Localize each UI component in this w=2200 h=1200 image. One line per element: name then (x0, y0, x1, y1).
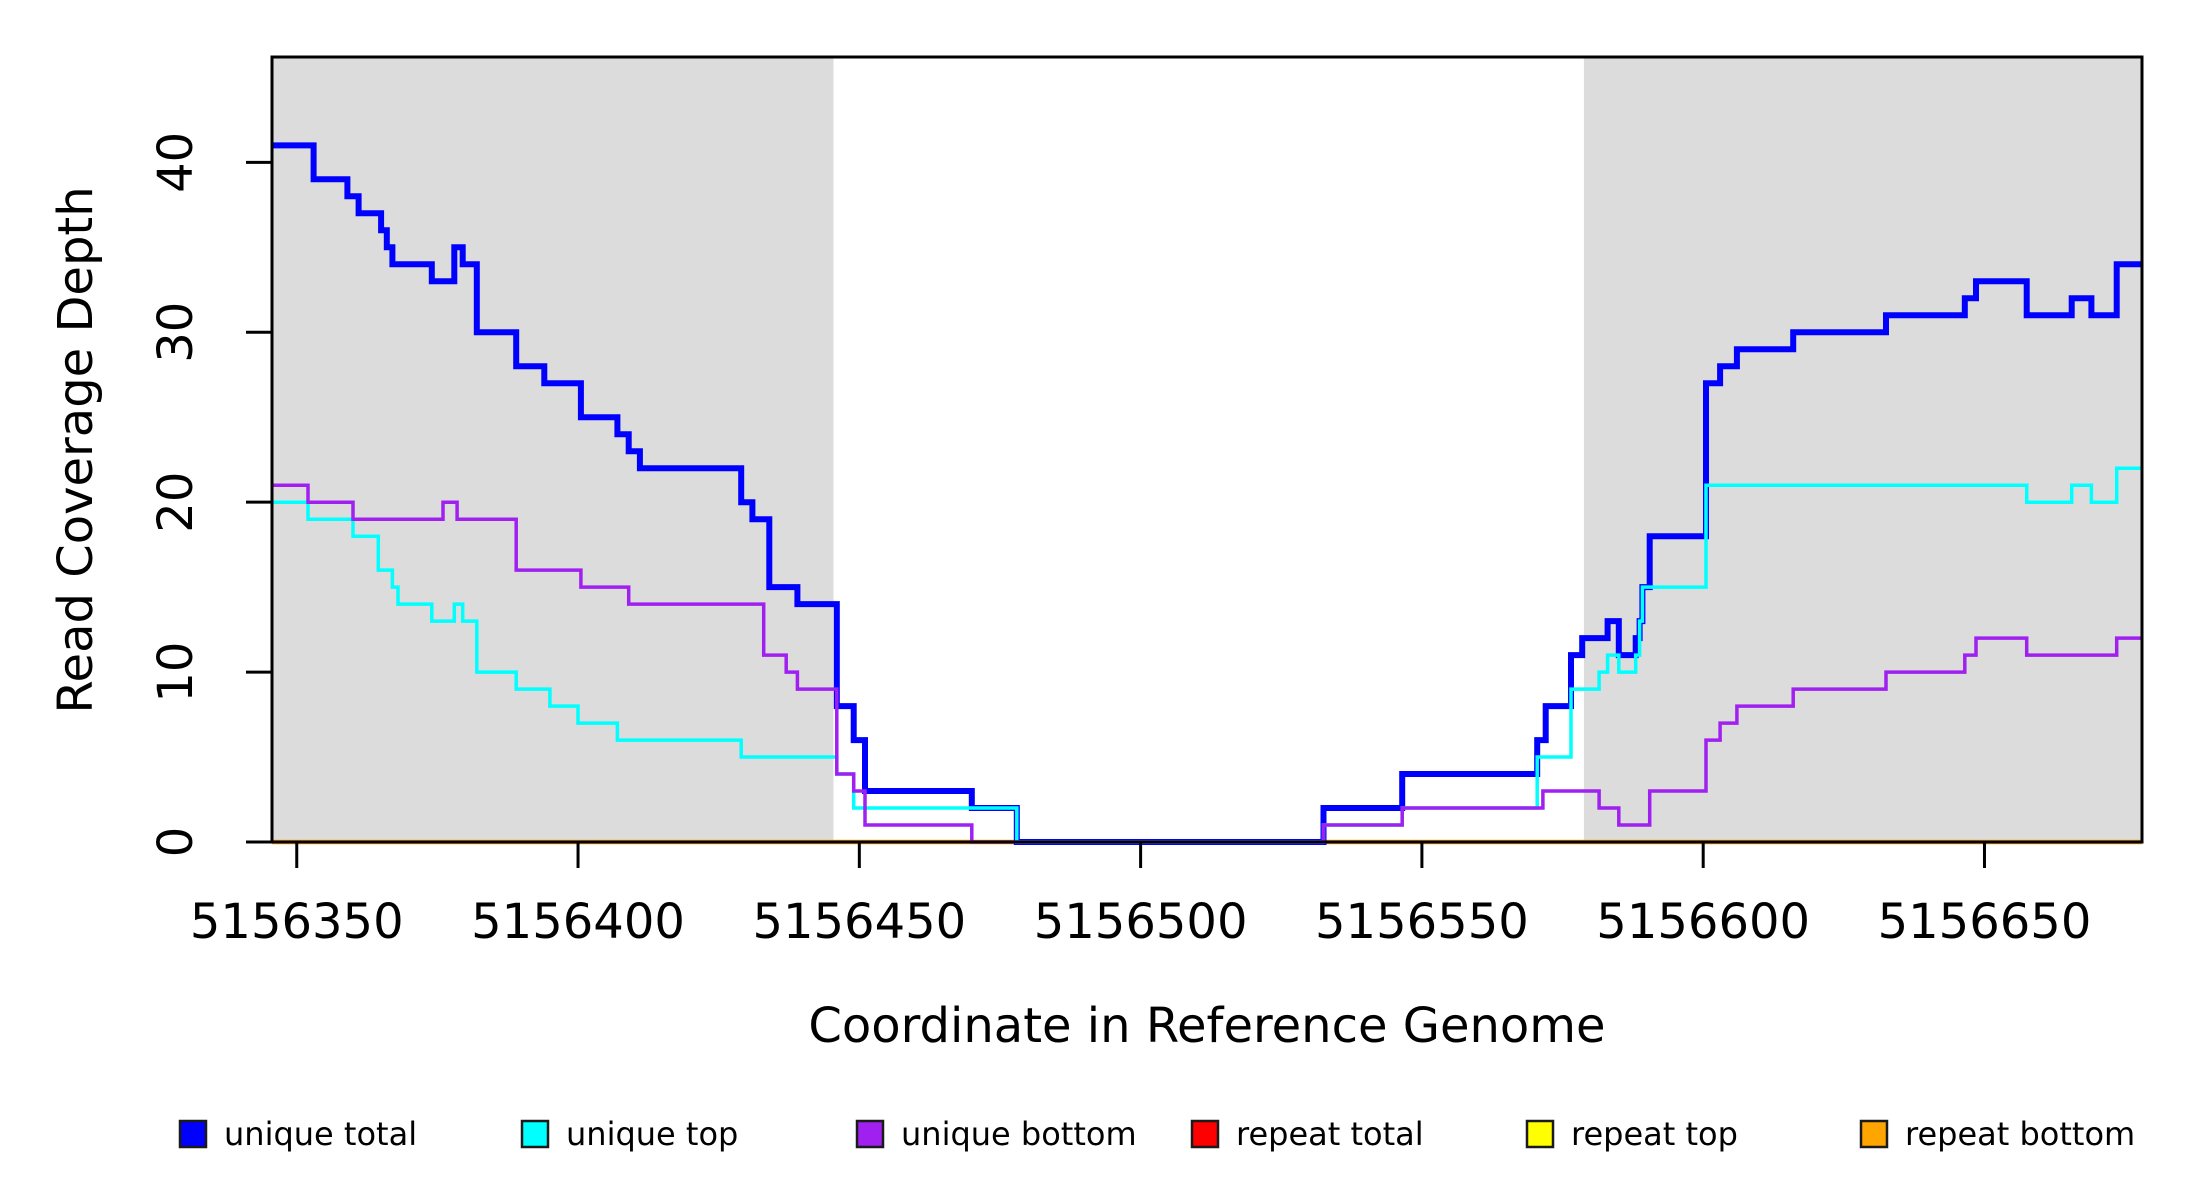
plot-box (270, 55, 2144, 844)
x-tick-label-5156500: 5156500 (1034, 894, 1248, 950)
x-tick-label-5156450: 5156450 (752, 894, 966, 950)
legend-label-repeat-total: repeat total (1236, 1115, 1424, 1153)
legend-swatch-repeat-top (1525, 1119, 1555, 1149)
series-line-unique-bottom (272, 483, 2142, 844)
legend-item-unique-top: unique top (520, 1115, 738, 1153)
x-tick-label-5156600: 5156600 (1596, 894, 1810, 950)
shaded-region-1 (272, 57, 834, 842)
y-tick-label-40: 40 (148, 132, 204, 193)
legend-item-repeat-total: repeat total (1190, 1115, 1424, 1153)
legend-label-repeat-bottom: repeat bottom (1905, 1115, 2135, 1153)
series-line-unique-top (272, 466, 2142, 844)
legend-item-repeat-bottom: repeat bottom (1859, 1115, 2135, 1153)
y-axis-title: Read Coverage Depth (48, 186, 104, 713)
legend-item-repeat-top: repeat top (1525, 1115, 1738, 1153)
legend-swatch-unique-bottom (855, 1119, 885, 1149)
legend-swatch-repeat-total (1190, 1119, 1220, 1149)
legend-label-unique-bottom: unique bottom (901, 1115, 1137, 1153)
y-tick-label-30: 30 (148, 302, 204, 363)
y-tick-label-0: 0 (148, 827, 204, 858)
x-tick-label-5156650: 5156650 (1878, 894, 2092, 950)
shaded-region-2 (1583, 57, 2142, 842)
x-axis-title: Coordinate in Reference Genome (808, 998, 1605, 1054)
legend-swatch-unique-top (520, 1119, 550, 1149)
x-tick-label-5156550: 5156550 (1315, 894, 1529, 950)
axes-ticks: 5156350 5156400 5156450 5156500 5156550 51566… (148, 132, 2091, 950)
legend-label-unique-total: unique total (224, 1115, 417, 1153)
legend-item-unique-total: unique total (178, 1115, 417, 1153)
legend-label-repeat-top: repeat top (1571, 1115, 1738, 1153)
plot-bands (272, 57, 2142, 842)
legend-label-unique-top: unique top (566, 1115, 738, 1153)
legend-swatch-repeat-bottom (1859, 1119, 1889, 1149)
x-tick-label-5156400: 5156400 (471, 894, 685, 950)
y-tick-label-10: 10 (148, 642, 204, 703)
legend-swatch-unique-total (178, 1119, 208, 1149)
x-tick-label-5156350: 5156350 (190, 894, 404, 950)
legend-item-unique-bottom: unique bottom (855, 1115, 1137, 1153)
y-tick-label-20: 20 (148, 472, 204, 533)
legend: unique total unique top unique bottom repea… (178, 1115, 2135, 1153)
plot-border (270, 55, 2144, 844)
